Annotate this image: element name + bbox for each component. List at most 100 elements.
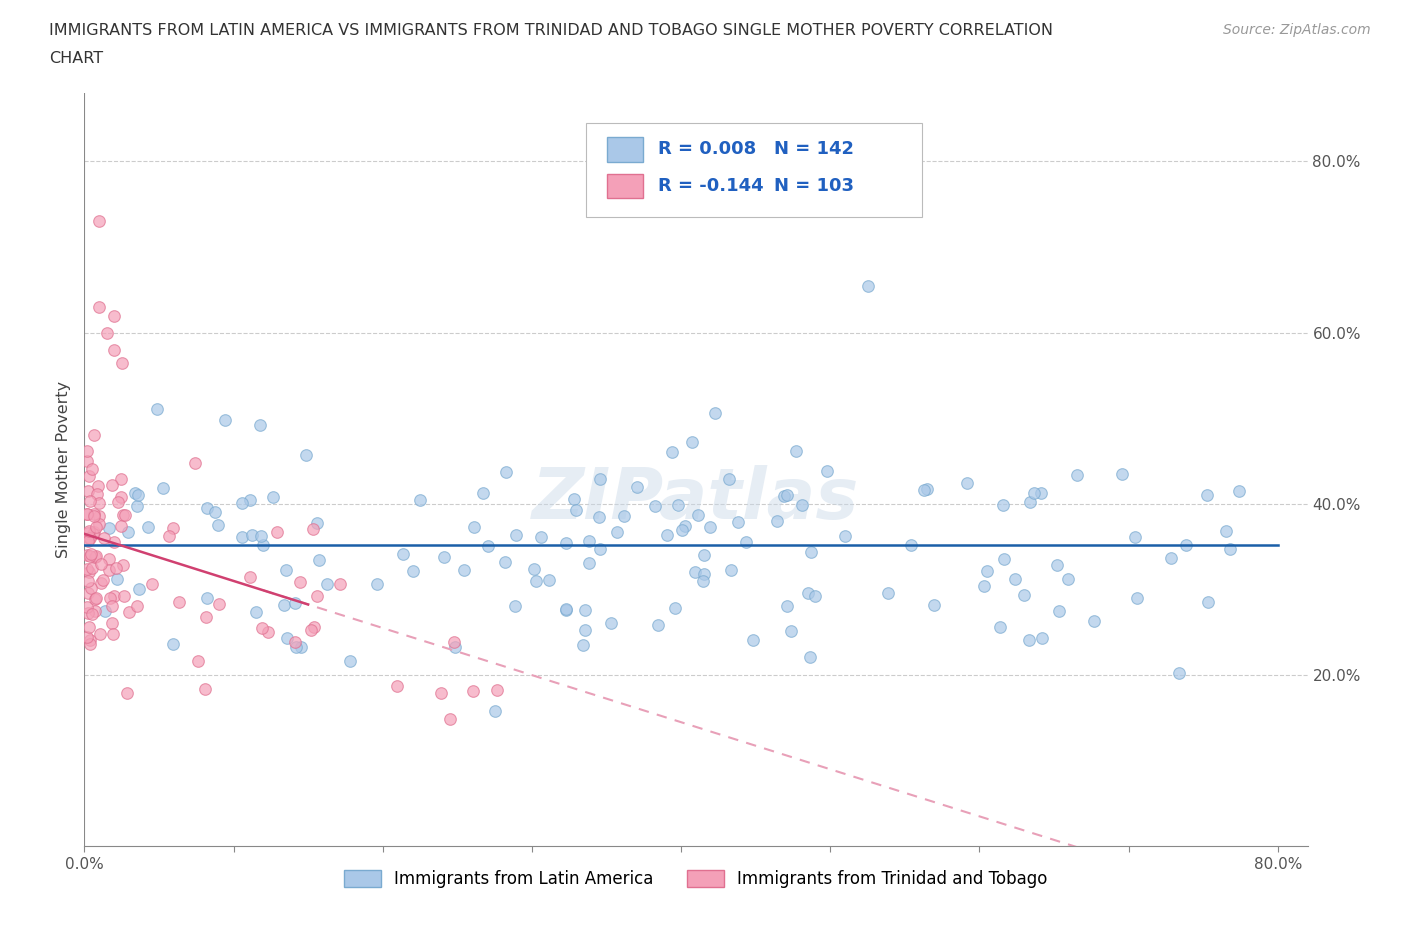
Point bbox=[486, 683, 509, 698]
Point bbox=[76, 483, 98, 498]
Point bbox=[107, 495, 129, 510]
Text: Source: ZipAtlas.com: Source: ZipAtlas.com bbox=[1223, 23, 1371, 37]
Point bbox=[661, 445, 683, 459]
Legend: Immigrants from Latin America, Immigrants from Trinidad and Tobago: Immigrants from Latin America, Immigrant… bbox=[337, 863, 1054, 895]
Point bbox=[692, 547, 714, 562]
Point bbox=[127, 498, 149, 513]
Point bbox=[803, 589, 825, 604]
Point bbox=[900, 538, 922, 552]
Point bbox=[991, 498, 1014, 512]
Point bbox=[101, 626, 124, 641]
Point bbox=[681, 435, 703, 450]
Point bbox=[239, 569, 262, 584]
Point bbox=[162, 521, 184, 536]
Point bbox=[606, 525, 628, 540]
Text: CHART: CHART bbox=[49, 51, 103, 66]
Point bbox=[77, 524, 100, 538]
Point bbox=[84, 548, 107, 563]
Point bbox=[856, 278, 879, 293]
Point bbox=[276, 631, 298, 645]
Point bbox=[555, 603, 578, 618]
Point bbox=[76, 586, 98, 601]
Point bbox=[673, 519, 696, 534]
Point bbox=[912, 483, 935, 498]
Point bbox=[80, 461, 103, 476]
Point bbox=[484, 703, 506, 718]
Y-axis label: Single Mother Poverty: Single Mother Poverty bbox=[56, 381, 72, 558]
Point bbox=[187, 654, 209, 669]
Point bbox=[87, 495, 110, 510]
Point bbox=[76, 534, 98, 549]
Point bbox=[273, 597, 295, 612]
Point bbox=[956, 475, 979, 490]
Point bbox=[167, 595, 190, 610]
Point bbox=[79, 637, 101, 652]
Point bbox=[89, 299, 111, 314]
Point bbox=[124, 485, 146, 500]
Point bbox=[1004, 571, 1026, 586]
Point bbox=[117, 525, 139, 539]
Point bbox=[103, 589, 125, 604]
Point bbox=[1123, 529, 1146, 544]
Point bbox=[433, 550, 456, 565]
Point bbox=[207, 518, 229, 533]
Point bbox=[922, 598, 945, 613]
Point bbox=[524, 574, 547, 589]
Point bbox=[402, 564, 425, 578]
Point bbox=[93, 573, 115, 588]
Point bbox=[231, 529, 253, 544]
Point bbox=[266, 525, 288, 539]
Point bbox=[157, 528, 180, 543]
Point bbox=[463, 684, 485, 698]
Point bbox=[666, 498, 689, 512]
Point bbox=[77, 573, 100, 588]
Point bbox=[98, 521, 121, 536]
Point bbox=[555, 536, 578, 551]
Point bbox=[83, 507, 105, 522]
Point bbox=[477, 538, 499, 553]
Point bbox=[727, 514, 749, 529]
Point bbox=[250, 528, 273, 543]
Point bbox=[688, 508, 710, 523]
Point bbox=[1047, 604, 1070, 618]
Point bbox=[876, 586, 898, 601]
Point bbox=[136, 519, 159, 534]
Point bbox=[77, 469, 100, 484]
Point bbox=[111, 355, 134, 370]
Point bbox=[439, 711, 461, 726]
Point bbox=[588, 510, 610, 525]
Point bbox=[574, 603, 596, 618]
Point bbox=[76, 548, 98, 563]
Point bbox=[86, 486, 108, 501]
Point bbox=[197, 591, 219, 605]
Point bbox=[339, 654, 361, 669]
Point bbox=[80, 560, 103, 575]
Point bbox=[409, 493, 432, 508]
Point bbox=[792, 498, 814, 512]
Point bbox=[245, 605, 267, 620]
Point bbox=[231, 496, 253, 511]
Point bbox=[79, 494, 101, 509]
Point bbox=[1227, 484, 1250, 498]
Point bbox=[692, 566, 714, 581]
Point bbox=[815, 464, 838, 479]
Text: N = 142: N = 142 bbox=[775, 140, 855, 158]
Point bbox=[1197, 595, 1219, 610]
Point bbox=[463, 520, 485, 535]
Point bbox=[285, 639, 308, 654]
Point bbox=[1029, 485, 1052, 500]
Point bbox=[315, 577, 337, 591]
Point bbox=[77, 525, 100, 540]
Point bbox=[204, 504, 226, 519]
Point bbox=[90, 575, 112, 590]
Text: R = 0.008: R = 0.008 bbox=[658, 140, 756, 158]
Point bbox=[76, 506, 98, 521]
Point bbox=[101, 477, 124, 492]
Point bbox=[249, 418, 271, 432]
Text: N = 103: N = 103 bbox=[775, 177, 855, 194]
Point bbox=[1111, 467, 1133, 482]
Point bbox=[915, 482, 938, 497]
Point bbox=[114, 508, 136, 523]
Point bbox=[83, 428, 105, 443]
Point bbox=[82, 606, 104, 621]
